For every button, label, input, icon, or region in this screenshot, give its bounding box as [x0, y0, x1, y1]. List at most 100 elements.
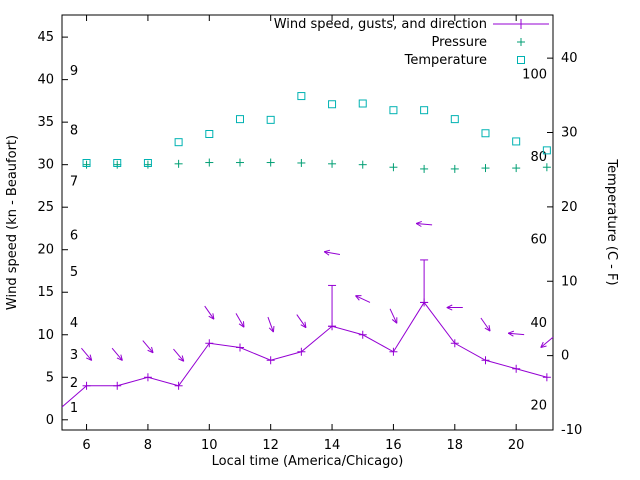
wind-speed-point	[113, 381, 122, 390]
y-right-tick-label: 0	[561, 349, 569, 364]
legend-sample-wind	[493, 19, 549, 29]
fahrenheit-label: 20	[530, 398, 547, 413]
wind-direction-arrow	[446, 304, 463, 311]
x-tick-label: 16	[385, 438, 402, 453]
wind-direction-arrow	[323, 249, 341, 256]
legend-sample-pressure	[517, 38, 525, 46]
temperature-point	[143, 159, 152, 168]
pressure-point	[328, 159, 337, 168]
fahrenheit-label: 60	[530, 233, 547, 248]
temperature-point	[420, 106, 429, 115]
beaufort-label: 4	[70, 316, 78, 331]
wind-direction-arrow	[296, 314, 307, 329]
temperature-point	[235, 115, 244, 124]
wind-speed-point	[358, 330, 367, 339]
wind-gust-bar	[420, 259, 429, 303]
y-left-tick-label: 35	[37, 115, 54, 130]
temperature-point	[481, 129, 490, 138]
beaufort-label: 6	[70, 228, 78, 243]
temperature-point	[174, 138, 183, 147]
wind-direction-arrow	[267, 316, 275, 333]
y-left-tick-label: 30	[37, 158, 54, 173]
fahrenheit-label: 40	[530, 316, 547, 331]
y-left-tick-label: 20	[37, 243, 54, 258]
legend-label: Wind speed, gusts, and direction	[274, 17, 487, 32]
y-left-tick-label: 0	[46, 413, 54, 428]
wind-direction-arrow	[415, 220, 433, 227]
temperature-point	[205, 129, 214, 138]
wind-direction-arrow	[204, 305, 215, 320]
x-axis-title: Local time (America/Chicago)	[212, 454, 404, 469]
beaufort-label: 9	[70, 64, 78, 79]
y-right-tick-label: 10	[561, 274, 578, 289]
wind-direction-arrow	[480, 317, 491, 332]
pressure-point	[297, 158, 306, 167]
wind-speed-line	[61, 301, 547, 408]
x-tick-label: 14	[324, 438, 341, 453]
x-tick-label: 20	[508, 438, 525, 453]
wind-speed-point	[450, 339, 459, 348]
temperature-point	[542, 146, 551, 155]
y-right-tick-label: 40	[561, 51, 578, 66]
wind-speed-point	[512, 364, 521, 373]
wind-direction-arrow	[507, 330, 525, 337]
y-right-axis-title: Temperature (C - F)	[604, 158, 619, 285]
wind-speed-point	[266, 356, 275, 365]
beaufort-label: 7	[70, 175, 78, 190]
pressure-point	[389, 163, 398, 172]
temperature-point	[512, 137, 521, 146]
wind-speed-point	[174, 381, 183, 390]
wind-speed-point	[235, 343, 244, 352]
x-tick-label: 8	[144, 438, 152, 453]
wind-gust-bar	[328, 284, 337, 327]
y-right-tick-label: 20	[561, 200, 578, 215]
pressure-point	[266, 158, 275, 167]
pressure-point	[542, 163, 551, 172]
y-left-axis-title: Wind speed (kn - Beaufort)	[5, 135, 20, 310]
temperature-point	[297, 92, 306, 101]
beaufort-label: 8	[70, 124, 78, 139]
temperature-point	[82, 159, 91, 168]
y-right-tick-label: 30	[561, 126, 578, 141]
beaufort-label: 1	[70, 401, 78, 416]
x-tick-label: 12	[262, 438, 279, 453]
pressure-point	[174, 159, 183, 168]
pressure-point	[235, 158, 244, 167]
pressure-point	[450, 164, 459, 173]
wind-direction-arrow	[111, 347, 123, 361]
plot-border	[61, 14, 554, 431]
fahrenheit-label: 100	[522, 67, 547, 82]
wind-speed-point	[82, 381, 91, 390]
fahrenheit-label: 80	[530, 150, 547, 165]
x-tick-label: 18	[447, 438, 464, 453]
pressure-point	[512, 164, 521, 173]
legend-sample-temperature	[517, 56, 525, 64]
wind-speed-point	[542, 373, 551, 382]
y-right-tick-label: -10	[561, 423, 582, 438]
legend-label: Pressure	[431, 35, 487, 50]
wind-direction-arrow	[81, 347, 93, 361]
legend-label: Temperature	[404, 53, 487, 68]
wind-speed-point	[205, 339, 214, 348]
beaufort-label: 3	[70, 348, 78, 363]
beaufort-label: 2	[70, 376, 78, 391]
temperature-point	[450, 115, 459, 124]
wind-direction-arrow	[173, 348, 185, 362]
temperature-point	[266, 115, 275, 124]
pressure-point	[113, 160, 122, 169]
temperature-point	[389, 106, 398, 115]
temperature-point	[113, 159, 122, 168]
wind-speed-point	[389, 347, 398, 356]
pressure-point	[82, 160, 91, 169]
wind-direction-arrow	[389, 308, 398, 324]
x-tick-label: 10	[201, 438, 218, 453]
y-left-tick-label: 15	[37, 285, 54, 300]
wind-direction-arrow	[235, 313, 245, 328]
pressure-point	[205, 158, 214, 167]
pressure-point	[481, 164, 490, 173]
y-left-tick-label: 25	[37, 200, 54, 215]
y-left-tick-label: 40	[37, 73, 54, 88]
pressure-point	[420, 164, 429, 173]
pressure-point	[143, 160, 152, 169]
